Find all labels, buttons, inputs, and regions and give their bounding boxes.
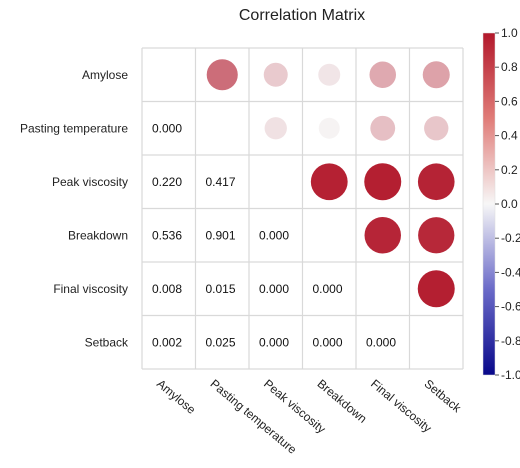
- colorbar-tick-label: 1.0: [501, 26, 518, 40]
- correlation-circle: [422, 61, 450, 89]
- correlation-circle: [264, 117, 287, 140]
- correlation-circle: [418, 217, 455, 254]
- pvalue-label: 0.000: [259, 228, 289, 242]
- row-label: Peak viscosity: [52, 175, 128, 189]
- column-label: Amylose: [154, 377, 198, 418]
- correlation-circle: [364, 217, 401, 254]
- column-label: Setback: [422, 377, 465, 416]
- pvalue-label: 0.000: [366, 335, 396, 349]
- pvalue-label: 0.536: [152, 228, 182, 242]
- colorbar-tick-label: -0.8: [501, 334, 520, 348]
- pvalue-label: 0.000: [152, 121, 182, 135]
- matrix-grid: [141, 47, 464, 370]
- pvalue-label: 0.015: [206, 282, 236, 296]
- pvalue-label: 0.220: [152, 175, 182, 189]
- correlation-circle: [424, 116, 449, 141]
- pvalue-label: 0.025: [206, 335, 236, 349]
- colorbar: 1.0 0.8 0.6 0.4 0.2 0.0 -0.2 -0.4 -0.6 -0.8 -1.0: [482, 26, 520, 382]
- colorbar-tick-label: -0.2: [501, 231, 520, 245]
- correlation-circle: [263, 62, 288, 87]
- pvalue-label: 0.000: [313, 282, 343, 296]
- row-label: Final viscosity: [53, 282, 128, 296]
- correlation-circle: [310, 163, 348, 201]
- column-label: Breakdown: [315, 377, 370, 426]
- correlation-circle: [370, 115, 396, 141]
- matrix-marks: 0.000 0.220 0.417 0.536 0.901 0.000 0.008 0.015…: [152, 59, 455, 349]
- correlation-circle: [318, 117, 340, 139]
- pvalue-label: 0.901: [206, 228, 236, 242]
- row-label: Setback: [85, 335, 129, 349]
- colorbar-tick-label: -0.4: [501, 265, 520, 279]
- colorbar-tick-label: 0.4: [501, 129, 518, 143]
- correlation-circle: [369, 61, 397, 89]
- correlation-circle: [206, 59, 238, 91]
- correlation-circle: [417, 163, 455, 201]
- colorbar-tick-label: -0.6: [501, 300, 520, 314]
- pvalue-label: 0.000: [313, 335, 343, 349]
- pvalue-label: 0.417: [206, 175, 236, 189]
- row-label: Pasting temperature: [20, 121, 128, 135]
- pvalue-label: 0.000: [259, 335, 289, 349]
- colorbar-tick-label: 0.8: [501, 60, 518, 74]
- colorbar-gradient: [482, 32, 496, 376]
- correlation-circle: [364, 163, 402, 201]
- pvalue-label: 0.000: [259, 282, 289, 296]
- row-label: Amylose: [82, 68, 128, 82]
- correlation-circle: [318, 63, 341, 86]
- colorbar-tick-label: 0.0: [501, 197, 518, 211]
- row-label: Breakdown: [68, 228, 128, 242]
- correlation-circle: [417, 270, 455, 308]
- pvalue-label: 0.008: [152, 282, 182, 296]
- colorbar-tick-label: 0.2: [501, 163, 518, 177]
- colorbar-tick-label: -1.0: [501, 368, 520, 382]
- chart-title: Correlation Matrix: [239, 7, 365, 24]
- pvalue-label: 0.002: [152, 335, 182, 349]
- colorbar-tick-label: 0.6: [501, 94, 518, 108]
